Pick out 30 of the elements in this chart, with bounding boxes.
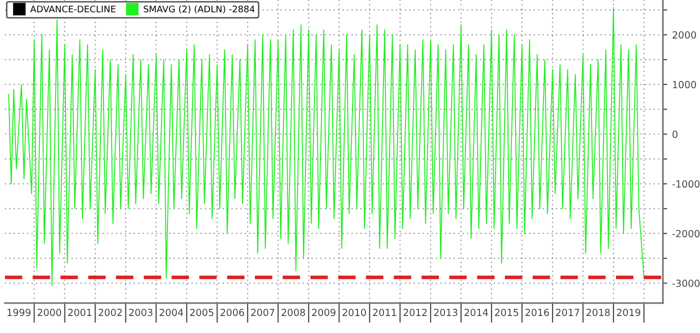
- x-tick-label: 2018: [586, 308, 610, 316]
- y-tick-label: -3000: [672, 280, 700, 287]
- x-tick-label: 2013: [434, 308, 458, 316]
- x-tick-label: 2010: [342, 308, 366, 316]
- y-tick-label: -2000: [672, 230, 700, 238]
- y-tick-label: 0: [672, 130, 678, 138]
- x-tick-label: 2016: [526, 308, 549, 316]
- x-tick-label: 2014: [464, 308, 488, 316]
- x-tick-label: 2005: [190, 308, 214, 316]
- x-tick-label: 2006: [220, 308, 244, 316]
- legend-label: SMAVG (2) (ADLN) -2884: [144, 5, 255, 14]
- x-tick-label: 1999: [8, 308, 31, 316]
- x-tick-label: 2015: [494, 308, 518, 316]
- x-tick-label: 2004: [160, 308, 184, 316]
- x-tick-label: 2011: [373, 308, 396, 316]
- x-tick-label: 2001: [68, 308, 92, 316]
- x-tick-label: 2017: [556, 308, 580, 316]
- legend-label: ADVANCE-DECLINE: [30, 6, 116, 12]
- x-tick-label: 2007: [251, 308, 274, 316]
- y-tick-label: 1000: [672, 80, 696, 88]
- y-tick-label: 2000: [672, 31, 696, 39]
- line-series: [8, 6, 644, 286]
- x-tick-label: 2002: [98, 308, 122, 316]
- x-tick-label: 2008: [282, 308, 305, 316]
- x-tick-label: 2009: [312, 308, 336, 316]
- x-tick-label: 2003: [129, 308, 152, 316]
- x-tick-label: 2019: [616, 308, 640, 316]
- y-tick-label: -1000: [672, 180, 700, 188]
- x-tick-label: 2000: [38, 308, 62, 316]
- x-tick-label: 2012: [404, 308, 427, 316]
